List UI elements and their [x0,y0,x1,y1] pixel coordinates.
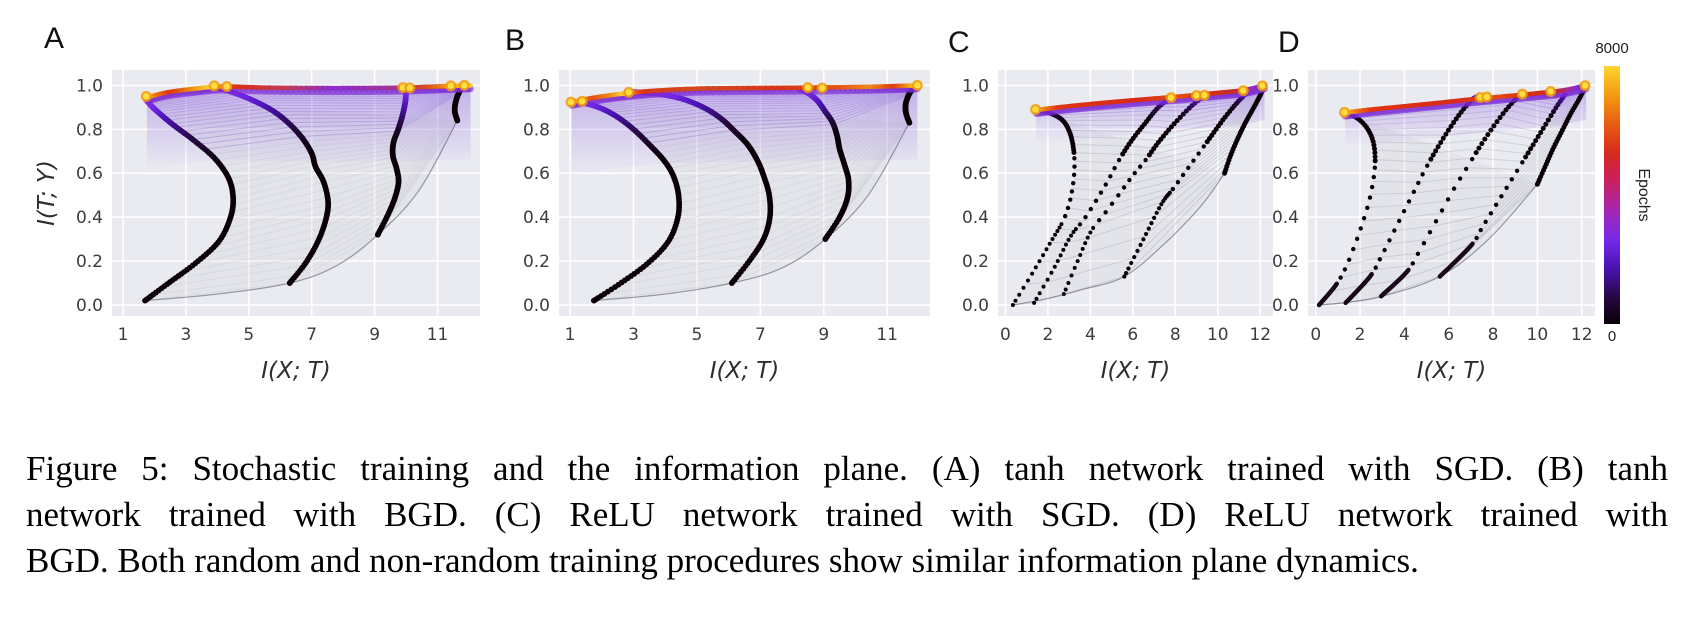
panel-letter-C: C [948,26,970,59]
svg-text:8: 8 [1170,325,1181,345]
xlabel-C: I(X; T) [1101,358,1171,382]
xlabel-B: I(X; T) [710,358,780,382]
svg-text:0.6: 0.6 [962,164,989,184]
svg-text:0.4: 0.4 [1272,208,1299,228]
svg-text:0.0: 0.0 [76,296,103,316]
svg-text:1.0: 1.0 [76,76,103,96]
svg-text:7: 7 [755,325,766,345]
svg-text:6: 6 [1443,325,1454,345]
caption-line-3: BGD. Both random and non-random training… [26,541,1419,580]
svg-text:0.6: 0.6 [523,164,550,184]
panel-letter-A: A [44,22,65,55]
svg-text:8: 8 [1488,325,1499,345]
panel-B-chart: 1 3 5 7 9 11 0.0 0.2 0.4 0.6 0.8 1.0 I(X; T) [523,70,930,382]
svg-text:0.4: 0.4 [76,208,103,228]
svg-text:0.0: 0.0 [962,296,989,316]
svg-text:0.8: 0.8 [962,120,989,140]
svg-text:6: 6 [1127,325,1138,345]
svg-text:0.2: 0.2 [76,252,103,272]
colorbar-title: Epochs [1635,168,1652,222]
svg-text:0.4: 0.4 [962,208,989,228]
svg-text:0.2: 0.2 [523,252,550,272]
svg-text:10: 10 [1527,325,1549,345]
svg-text:12: 12 [1249,325,1271,345]
caption-line-1: Figure 5: Stochastic training and the in… [26,449,1668,488]
svg-text:4: 4 [1399,325,1410,345]
caption-line-2: network trained with BGD. (C) ReLU netwo… [26,495,1668,534]
svg-text:3: 3 [181,325,192,345]
svg-text:0.8: 0.8 [1272,120,1299,140]
svg-text:0.8: 0.8 [523,120,550,140]
xlabel-A: I(X; T) [261,358,331,382]
svg-text:11: 11 [876,325,898,345]
svg-text:4: 4 [1085,325,1096,345]
svg-text:0.4: 0.4 [523,208,550,228]
svg-text:1: 1 [565,325,576,345]
svg-text:7: 7 [306,325,317,345]
svg-text:1.0: 1.0 [523,76,550,96]
svg-text:2: 2 [1355,325,1366,345]
colorbar-min-label: 0 [1607,328,1617,345]
colorbar-max-label: 8000 [1595,40,1629,57]
svg-text:12: 12 [1571,325,1593,345]
svg-text:0.2: 0.2 [962,252,989,272]
panel-D-chart: 0 2 4 6 8 10 12 0.0 0.2 0.4 0.6 0.8 1.0 I(X; T) [1272,70,1595,382]
svg-text:5: 5 [243,325,254,345]
svg-text:0: 0 [1310,325,1321,345]
panel-letter-D: D [1278,26,1300,59]
svg-text:9: 9 [369,325,380,345]
svg-text:0.6: 0.6 [76,164,103,184]
figure-caption: Figure 5: Stochastic training and the in… [26,446,1668,584]
svg-text:3: 3 [628,325,639,345]
svg-text:0.8: 0.8 [76,120,103,140]
svg-text:0.0: 0.0 [1272,296,1299,316]
svg-text:1.0: 1.0 [1272,76,1299,96]
svg-text:1: 1 [118,325,129,345]
panel-A-chart: 1 3 5 7 9 11 0.0 0.2 0.4 0.6 0.8 1.0 I(X; T) I(T; Y) [34,70,480,382]
svg-text:0.6: 0.6 [1272,164,1299,184]
svg-text:2: 2 [1042,325,1053,345]
xlabel-D: I(X; T) [1417,358,1487,382]
svg-text:11: 11 [427,325,449,345]
svg-text:0: 0 [1000,325,1011,345]
svg-text:5: 5 [692,325,703,345]
svg-text:1.0: 1.0 [962,76,989,96]
svg-text:9: 9 [818,325,829,345]
panel-letter-B: B [505,24,526,57]
colorbar-gradient [1604,66,1620,324]
svg-text:10: 10 [1207,325,1229,345]
svg-text:0.0: 0.0 [523,296,550,316]
panel-C-chart: 0 2 4 6 8 10 12 0.0 0.2 0.4 0.6 0.8 1.0 I(X; T) [962,70,1273,382]
svg-text:0.2: 0.2 [1272,252,1299,272]
ylabel-A: I(T; Y) [34,160,60,226]
